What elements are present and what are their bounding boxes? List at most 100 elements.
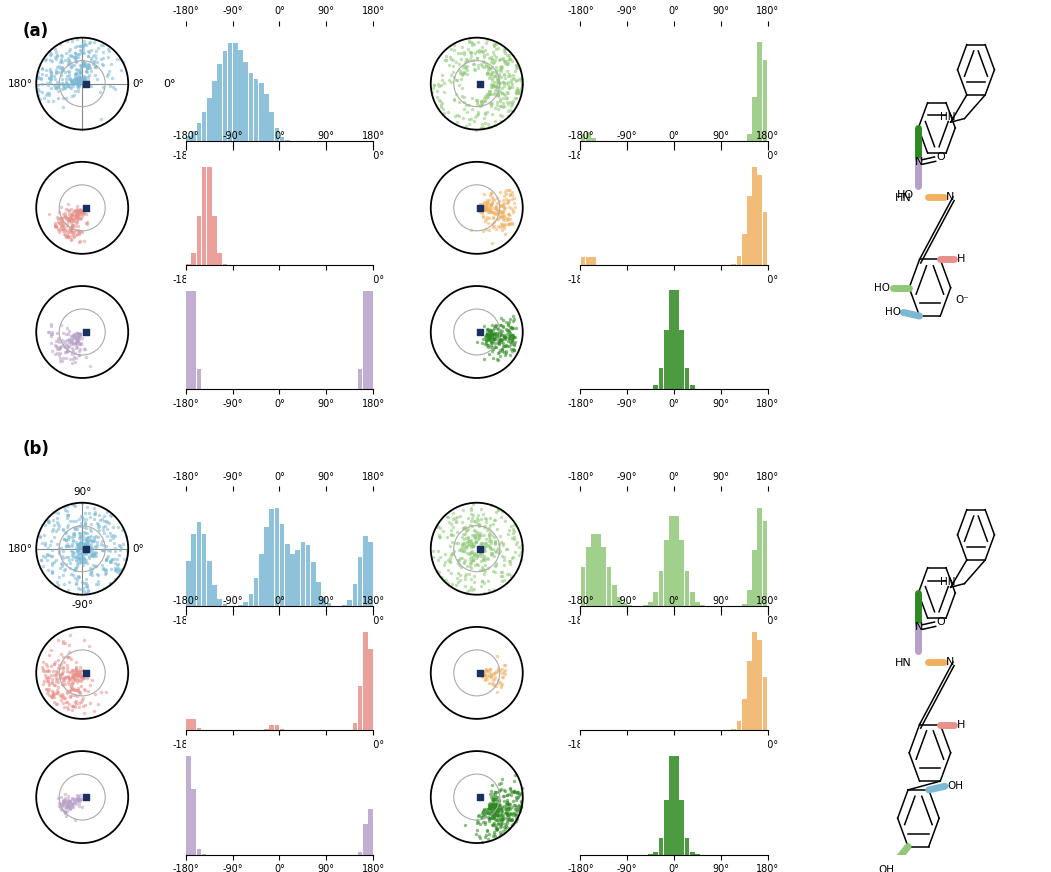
Point [57, 334, 74, 348]
Point [66, 330, 83, 344]
Bar [368, 542, 373, 606]
Point [490, 542, 507, 555]
Point [444, 528, 460, 542]
Point [65, 682, 82, 696]
Point [500, 86, 517, 100]
Point [481, 87, 498, 101]
Point [76, 584, 92, 598]
Point [487, 808, 503, 822]
Point [439, 553, 456, 567]
Bar [285, 544, 290, 606]
Point [441, 540, 458, 554]
Point [468, 93, 485, 107]
Point [459, 42, 476, 56]
Point [49, 516, 66, 530]
Point [485, 811, 501, 825]
Point [70, 227, 87, 241]
Point [75, 58, 91, 72]
Point [44, 327, 61, 341]
Point [88, 528, 105, 542]
Point [511, 787, 528, 801]
Point [71, 553, 88, 567]
Point [64, 534, 81, 548]
Point [482, 119, 499, 133]
Point [489, 76, 506, 90]
Point [479, 63, 496, 77]
Point [64, 548, 81, 562]
Point [478, 512, 495, 526]
Point [58, 345, 75, 359]
Point [473, 95, 490, 109]
Point [474, 206, 491, 220]
Point [499, 794, 516, 807]
Point [71, 687, 88, 701]
Point [450, 536, 467, 550]
Point [48, 697, 65, 711]
Point [504, 328, 521, 342]
Point [478, 323, 495, 337]
Point [496, 88, 513, 102]
Point [495, 221, 512, 235]
Point [106, 563, 123, 577]
Point [444, 567, 460, 581]
Point [70, 668, 87, 682]
Point [39, 513, 56, 527]
Point [477, 809, 494, 823]
Point [29, 78, 46, 92]
Point [59, 230, 76, 244]
Point [486, 193, 502, 207]
Bar [274, 128, 280, 141]
Point [60, 53, 77, 67]
Point [467, 528, 483, 542]
Point [96, 582, 112, 596]
Point [511, 801, 528, 815]
Point [483, 528, 500, 542]
Point [500, 821, 517, 835]
Y-axis label: 0°: 0° [163, 78, 176, 89]
Point [58, 537, 75, 551]
Point [502, 330, 519, 344]
Point [71, 540, 88, 554]
Point [45, 691, 62, 705]
Point [474, 94, 491, 108]
Point [77, 545, 94, 559]
Point [488, 823, 504, 837]
Point [480, 801, 497, 815]
Point [53, 647, 69, 661]
Point [58, 338, 75, 352]
Point [70, 537, 87, 551]
Point [494, 806, 511, 820]
Point [69, 581, 86, 595]
Point [470, 558, 487, 572]
Point [76, 207, 92, 221]
Point [475, 805, 492, 819]
Point [463, 36, 480, 50]
Point [483, 548, 500, 562]
Bar [747, 661, 751, 731]
Point [489, 794, 506, 807]
Point [42, 53, 59, 67]
Point [493, 510, 510, 524]
Point [437, 53, 454, 67]
Point [56, 532, 73, 546]
Point [63, 665, 80, 679]
Point [481, 828, 498, 841]
Point [53, 117, 69, 131]
Point [491, 337, 508, 351]
Point [453, 65, 470, 78]
Point [466, 548, 482, 562]
Point [444, 548, 460, 562]
Point [81, 36, 98, 50]
Point [445, 507, 461, 521]
Point [482, 327, 499, 341]
Point [87, 51, 104, 65]
Point [80, 539, 97, 553]
Point [54, 354, 70, 368]
Point [461, 552, 478, 566]
Point [108, 564, 125, 578]
Point [60, 340, 77, 354]
Bar [763, 521, 767, 606]
Point [78, 521, 95, 535]
Point [59, 800, 76, 814]
Point [495, 811, 512, 825]
